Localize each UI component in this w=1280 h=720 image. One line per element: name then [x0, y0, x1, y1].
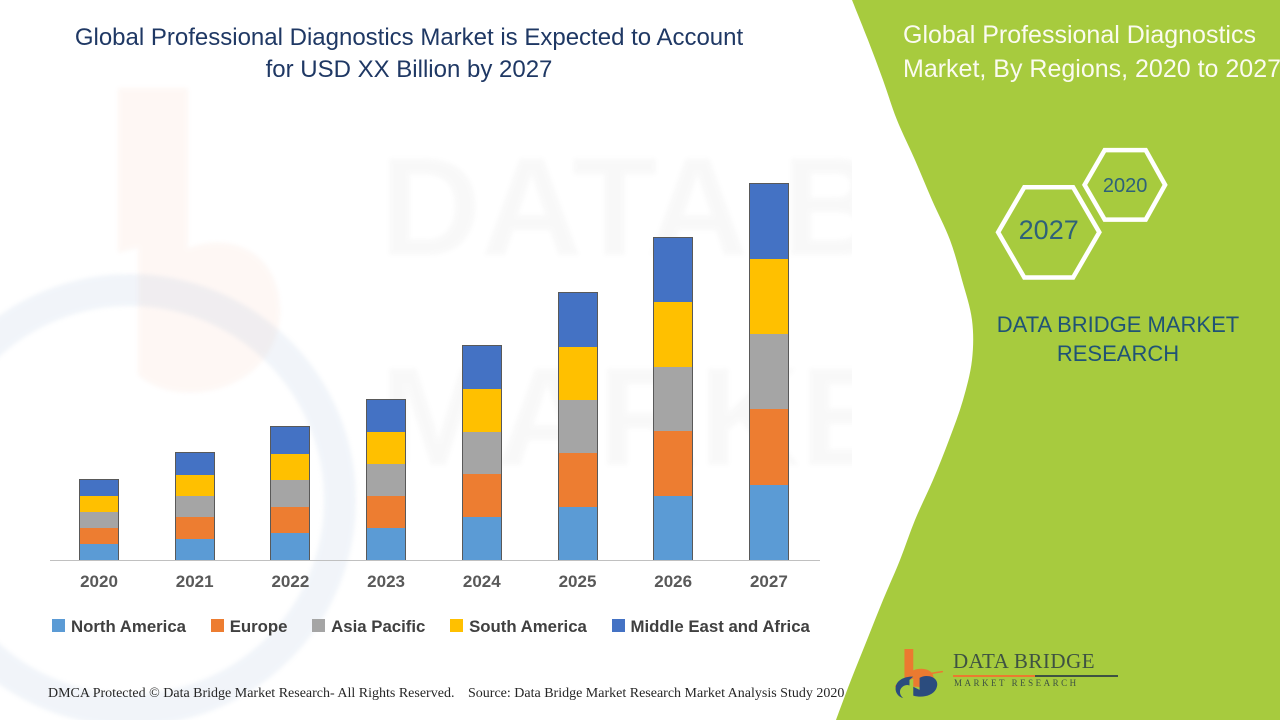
svg-text:2020: 2020 — [1103, 175, 1148, 197]
svg-text:2027: 2027 — [1019, 215, 1079, 245]
